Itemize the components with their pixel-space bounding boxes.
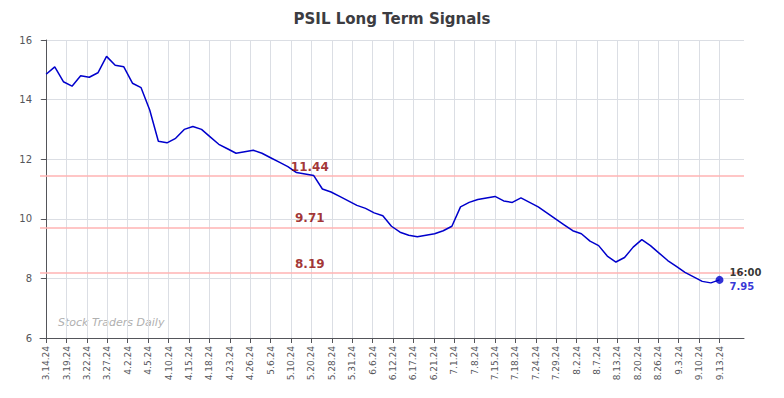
svg-text:11.44: 11.44	[291, 160, 329, 174]
svg-text:7.24.24: 7.24.24	[531, 346, 541, 381]
svg-text:7.18.24: 7.18.24	[510, 346, 520, 381]
svg-text:8.13.24: 8.13.24	[612, 346, 622, 381]
svg-text:12: 12	[19, 154, 32, 165]
svg-text:7.8.24: 7.8.24	[470, 346, 480, 375]
svg-text:6.17.24: 6.17.24	[408, 346, 418, 381]
svg-text:16:00: 16:00	[730, 267, 762, 278]
svg-text:6.21.24: 6.21.24	[429, 346, 439, 381]
svg-text:4.15.24: 4.15.24	[184, 346, 194, 381]
svg-text:9.10.24: 9.10.24	[694, 346, 704, 381]
svg-text:Stock Traders Daily: Stock Traders Daily	[58, 316, 165, 329]
svg-text:8.2.24: 8.2.24	[572, 346, 582, 375]
svg-text:7.1.24: 7.1.24	[449, 346, 459, 375]
svg-text:4.18.24: 4.18.24	[204, 346, 214, 381]
svg-text:7.29.24: 7.29.24	[551, 346, 561, 381]
svg-text:4.26.24: 4.26.24	[245, 346, 255, 381]
svg-text:16: 16	[19, 35, 32, 46]
svg-text:5.28.24: 5.28.24	[327, 346, 337, 381]
svg-text:4.2.24: 4.2.24	[123, 346, 133, 375]
svg-text:9.71: 9.71	[295, 211, 325, 225]
svg-text:5.20.24: 5.20.24	[306, 346, 316, 381]
svg-text:7.95: 7.95	[730, 281, 755, 292]
svg-text:9.3.24: 9.3.24	[674, 346, 684, 375]
svg-text:8.26.24: 8.26.24	[653, 346, 663, 381]
svg-text:8.20.24: 8.20.24	[633, 346, 643, 381]
svg-text:PSIL Long Term Signals: PSIL Long Term Signals	[294, 10, 491, 28]
svg-text:4.5.24: 4.5.24	[143, 346, 153, 375]
svg-text:3.14.24: 3.14.24	[41, 346, 51, 381]
svg-text:14: 14	[19, 94, 32, 105]
svg-text:4.10.24: 4.10.24	[164, 346, 174, 381]
svg-text:5.31.24: 5.31.24	[347, 346, 357, 381]
svg-text:5.6.24: 5.6.24	[266, 346, 276, 375]
svg-text:3.19.24: 3.19.24	[62, 346, 72, 381]
svg-text:8: 8	[26, 273, 32, 284]
svg-text:8.19: 8.19	[295, 257, 325, 271]
svg-text:9.13.24: 9.13.24	[715, 346, 725, 381]
svg-text:4.23.24: 4.23.24	[225, 346, 235, 381]
svg-text:3.27.24: 3.27.24	[102, 346, 112, 381]
svg-text:6.6.24: 6.6.24	[368, 346, 378, 375]
svg-text:3.22.24: 3.22.24	[82, 346, 92, 381]
svg-text:10: 10	[19, 213, 32, 224]
svg-text:7.15.24: 7.15.24	[490, 346, 500, 381]
svg-text:6: 6	[26, 333, 32, 344]
svg-text:6.12.24: 6.12.24	[388, 346, 398, 381]
svg-text:5.10.24: 5.10.24	[286, 346, 296, 381]
svg-text:8.7.24: 8.7.24	[592, 346, 602, 375]
